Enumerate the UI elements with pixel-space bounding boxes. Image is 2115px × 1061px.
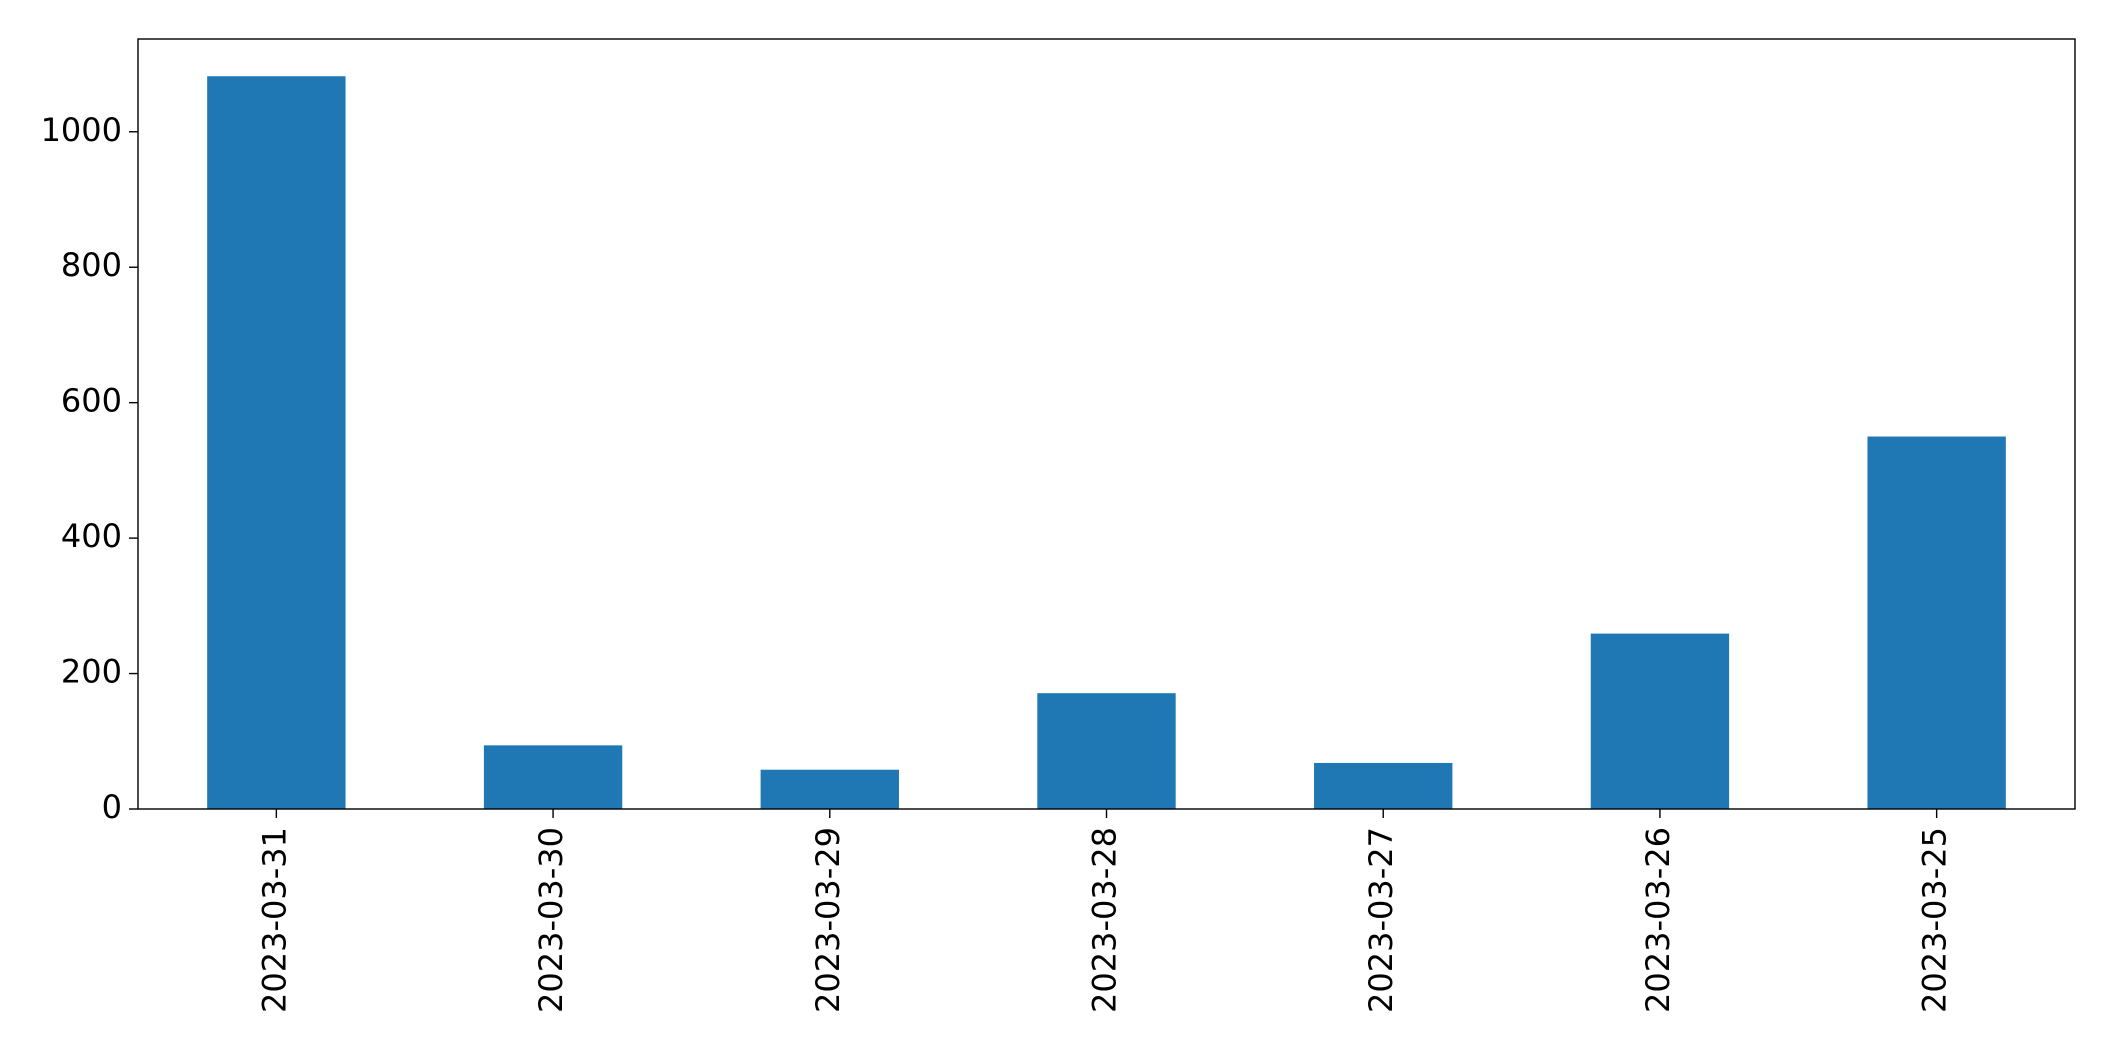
y-tick-label: 200 <box>61 653 122 691</box>
bar <box>207 76 346 810</box>
y-tick-label: 800 <box>61 246 122 284</box>
x-tick-label: 2023-03-30 <box>532 827 570 1013</box>
bar <box>760 769 899 809</box>
y-tick-label: 600 <box>61 382 122 420</box>
plot-frame <box>137 38 2076 810</box>
x-tick-label: 2023-03-31 <box>255 827 293 1013</box>
y-tick-label: 0 <box>102 788 122 826</box>
x-tick-label: 2023-03-29 <box>809 827 847 1013</box>
x-tick-label: 2023-03-28 <box>1086 827 1124 1013</box>
y-tick-label: 1000 <box>41 111 122 149</box>
x-tick-label: 2023-03-27 <box>1362 827 1400 1013</box>
y-tick-label: 400 <box>61 517 122 555</box>
bar <box>1314 762 1453 809</box>
x-tick-label: 2023-03-25 <box>1916 827 1954 1013</box>
bar <box>483 745 623 809</box>
x-tick-label: 2023-03-26 <box>1639 827 1677 1013</box>
bar <box>1590 633 1730 809</box>
bar <box>1037 693 1176 809</box>
bar <box>1867 436 2006 809</box>
